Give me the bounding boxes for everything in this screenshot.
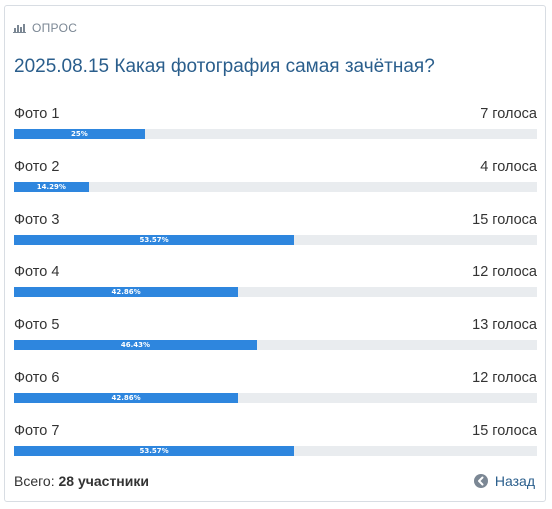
progress-track: 14.29% (14, 181, 537, 192)
poll-option-1: Фото 1 7 голоса 25% (13, 98, 537, 151)
option-votes: 12 голоса (472, 369, 537, 386)
back-link[interactable]: Назад (473, 473, 535, 489)
option-label: Фото 5 (14, 317, 60, 334)
option-label: Фото 6 (14, 369, 60, 386)
poll-option-5: Фото 5 13 голоса 46.43% (13, 309, 537, 362)
progress-fill: 42.86% (14, 392, 239, 403)
poll-footer: Всего: 28 участники Назад (14, 473, 535, 493)
progress-track: 53.57% (14, 234, 537, 245)
progress-fill: 42.86% (14, 287, 239, 298)
poll-title: 2025.08.15 Какая фотография самая зачётн… (14, 56, 435, 77)
total-label: Всего: (14, 473, 55, 489)
poll-option-3: Фото 3 15 голоса 53.57% (13, 204, 537, 257)
option-label: Фото 2 (14, 158, 60, 175)
progress-fill: 25% (14, 129, 145, 139)
bar-chart-icon (13, 24, 26, 33)
progress-track: 42.86% (14, 392, 537, 403)
progress-track: 46.43% (14, 340, 537, 351)
option-label: Фото 3 (14, 211, 60, 228)
option-votes: 12 голоса (472, 264, 537, 281)
progress-percent: 42.86% (111, 393, 141, 402)
option-votes: 7 голоса (480, 106, 537, 122)
progress-track: 25% (14, 129, 537, 139)
option-votes: 15 голоса (472, 211, 537, 228)
progress-fill: 14.29% (14, 181, 89, 192)
back-label[interactable]: Назад (494, 473, 535, 489)
option-label: Фото 1 (14, 106, 60, 122)
poll-option-4: Фото 4 12 голоса 42.86% (13, 256, 537, 309)
progress-fill: 53.57% (14, 234, 295, 245)
progress-percent: 14.29% (36, 182, 66, 191)
option-label: Фото 7 (14, 422, 60, 439)
progress-fill: 53.57% (14, 445, 295, 456)
progress-track: 42.86% (14, 287, 537, 298)
poll-card: ОПРОС 2025.08.15 Какая фотография самая … (4, 5, 546, 502)
poll-option-7: Фото 7 15 голоса 53.57% (13, 415, 537, 468)
progress-percent: 42.86% (111, 288, 141, 297)
arrow-left-circle-icon (473, 474, 488, 488)
total-value: 28 участники (58, 473, 149, 489)
option-label: Фото 4 (14, 264, 60, 281)
poll-option-6: Фото 6 12 голоса 42.86% (13, 362, 537, 415)
poll-header-label: ОПРОС (32, 21, 78, 35)
total-participants: Всего: 28 участники (14, 473, 149, 489)
progress-percent: 53.57% (139, 446, 169, 455)
progress-percent: 25% (70, 130, 88, 138)
progress-track: 53.57% (14, 445, 537, 456)
progress-percent: 46.43% (120, 341, 150, 350)
option-votes: 15 голоса (472, 422, 537, 439)
option-votes: 13 голоса (472, 317, 537, 334)
option-votes: 4 голоса (480, 158, 537, 175)
progress-fill: 46.43% (14, 340, 257, 351)
progress-percent: 53.57% (139, 235, 169, 244)
poll-header: ОПРОС (13, 21, 77, 35)
poll-option-2: Фото 2 4 голоса 14.29% (13, 151, 537, 204)
